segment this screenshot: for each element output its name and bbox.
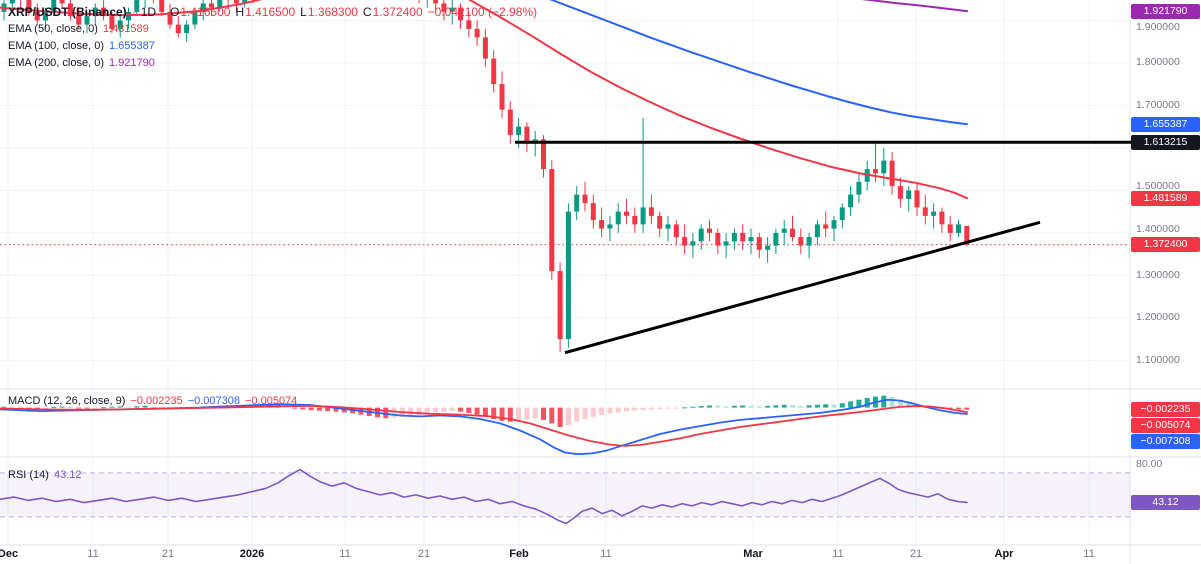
axis-price-badge: 43.12: [1131, 494, 1200, 510]
axis-label: 1.200000: [1136, 311, 1180, 324]
axis-price-badge: 1.655387: [1131, 116, 1200, 132]
axis-label: 1.500000: [1136, 179, 1180, 192]
rsi-value: 43.12: [53, 468, 82, 481]
time-tick-label: 2026: [239, 548, 265, 560]
high-label: H: [235, 4, 245, 19]
macd-signal-value: −0.005074: [245, 394, 298, 407]
axis-price-badge: 1.613215: [1131, 134, 1200, 150]
time-tick-label: 21: [417, 548, 431, 560]
time-tick-label: 21: [909, 548, 923, 560]
axis-price-badge: 1.372400: [1131, 237, 1200, 253]
low-value: 1.368300: [307, 4, 358, 19]
separator-dot: ·: [131, 4, 136, 19]
symbol-title: XRP/USDT (Binance): [8, 4, 127, 19]
axis-price-badge: −0.005074: [1131, 418, 1200, 434]
time-tick-label: Apr: [994, 548, 1014, 560]
ema200-value: 1.921790: [109, 56, 155, 69]
open-label: O: [170, 4, 180, 19]
change-value: −0.042100 (−2.98%): [427, 4, 538, 19]
ema50-label: EMA (50, close, 0): [8, 22, 98, 35]
close-label: C: [362, 4, 372, 19]
time-tick-label: Dec: [0, 548, 19, 560]
symbol-row[interactable]: XRP/USDT (Binance) · 1D · O 1.416500 H 1.4…: [8, 3, 537, 20]
low-label: L: [300, 4, 307, 19]
grid-lines: [0, 0, 1130, 545]
close-value: 1.372400: [372, 4, 423, 19]
ema-lines[interactable]: [0, 0, 968, 200]
macd-legend[interactable]: MACD (12, 26, close, 9) −0.002235 −0.007…: [8, 392, 297, 409]
time-tick-label: 11: [832, 548, 844, 560]
macd-label: MACD (12, 26, close, 9): [8, 394, 126, 407]
interval-label: 1D: [140, 4, 157, 19]
time-tick-label: Feb: [509, 548, 529, 560]
legend-overlay: XRP/USDT (Binance) · 1D · O 1.416500 H 1.4…: [8, 3, 537, 71]
axis-price-badge: −0.007308: [1131, 434, 1200, 450]
axis-label: 1.400000: [1136, 223, 1180, 236]
time-tick-label: 11: [600, 548, 612, 560]
ema200-label: EMA (200, close, 0): [8, 56, 104, 69]
axis-price-badge: 1.921790: [1131, 3, 1200, 19]
time-tick-label: 21: [161, 548, 175, 560]
time-tick-label: 11: [87, 548, 99, 560]
macd-hist-value: −0.002235: [130, 394, 183, 407]
separator-dot: ·: [161, 4, 166, 19]
high-value: 1.416500: [245, 4, 296, 19]
axis-price-badge: 1.481589: [1131, 190, 1200, 206]
ema200-legend[interactable]: EMA (200, close, 0) 1.921790: [8, 54, 537, 71]
price-axis[interactable]: 1.900000 1.800000 1.700000 1.500000 1.400000…: [1130, 0, 1201, 564]
ema100-label: EMA (100, close, 0): [8, 39, 104, 52]
axis-price-badge: −0.002235: [1131, 402, 1200, 418]
rsi-label: RSI (14): [8, 468, 49, 481]
axis-label: 1.100000: [1136, 353, 1180, 366]
ema50-value: 1.481589: [102, 22, 149, 35]
axis-label: 1.900000: [1136, 20, 1180, 33]
macd-line-value: −0.007308: [187, 394, 240, 407]
open-value: 1.416500: [180, 4, 231, 19]
rsi-legend[interactable]: RSI (14) 43.12: [8, 466, 82, 483]
time-tick-label: Mar: [743, 548, 763, 560]
axis-label: 80.00: [1136, 458, 1163, 471]
time-tick-label: 11: [339, 548, 351, 560]
ema100-value: 1.655387: [109, 39, 155, 52]
time-tick-label: 11: [1083, 548, 1095, 560]
macd-pane[interactable]: [0, 395, 970, 456]
axis-label: 1.800000: [1136, 56, 1180, 69]
ema100-legend[interactable]: EMA (100, close, 0) 1.655387: [8, 37, 537, 54]
rsi-pane[interactable]: [0, 468, 1130, 525]
axis-label: 1.700000: [1136, 98, 1180, 111]
trendlines[interactable]: [515, 140, 1131, 355]
axis-label: 1.300000: [1136, 268, 1180, 281]
time-axis[interactable]: Dec 11 21 2026 11 21 Feb 11 Mar 11 21 Apr 11: [0, 545, 1130, 564]
ema50-legend[interactable]: EMA (50, close, 0) 1.481589: [8, 20, 537, 37]
